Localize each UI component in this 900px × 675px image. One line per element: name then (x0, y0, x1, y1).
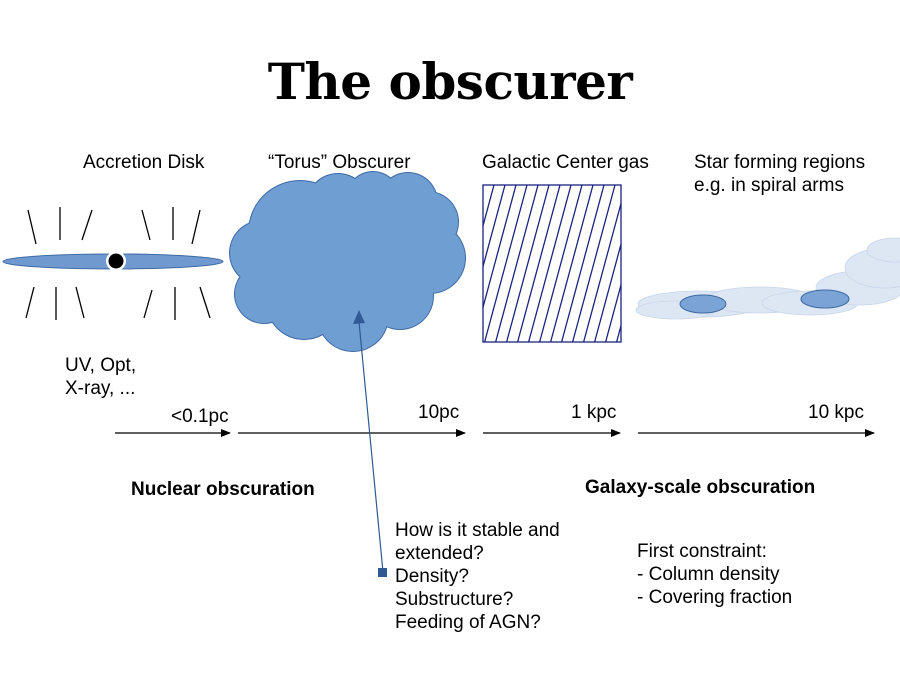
hatch-line (527, 185, 572, 342)
star-forming-clump (679, 294, 727, 314)
emission-rays (25, 207, 211, 320)
hatch-line (483, 185, 506, 269)
hatch-line (560, 185, 605, 342)
hatch-line (549, 185, 594, 342)
hatch-line (505, 185, 550, 342)
galaxy-obscuration-heading: Galaxy-scale obscuration (585, 477, 816, 498)
star-forming-haze (635, 237, 900, 320)
nuclear-obscuration-heading: Nuclear obscuration (131, 479, 315, 500)
scale-label-nuclear: <0.1pc (171, 406, 229, 427)
hatch-line (483, 185, 517, 310)
hatch-line (615, 323, 621, 342)
label-accretion-disk: Accretion Disk (83, 152, 205, 173)
wavelength-label: UV, Opt, X-ray, ... (65, 355, 137, 399)
hatch-line (494, 185, 539, 342)
label-torus-obscurer: “Torus” Obscurer (268, 152, 411, 173)
hatch-line (483, 185, 528, 342)
galactic-center-gas-box (482, 184, 622, 343)
hatch-line (582, 201, 621, 342)
torus-pointer (353, 310, 387, 577)
torus-cloud (229, 171, 466, 352)
star-forming-clump (800, 289, 850, 309)
label-galactic-center-gas: Galactic Center gas (482, 152, 649, 173)
label-star-forming-regions: Star forming regions e.g. in spiral arms (694, 152, 866, 196)
page-title: The obscurer (267, 52, 633, 111)
accretion-disk-illustration (2, 207, 224, 320)
hatch-line (516, 185, 561, 342)
scale-label-torus: 10pc (418, 402, 460, 423)
torus-questions: How is it stable and extended? Density? … (395, 520, 560, 633)
scale-label-galactic: 1 kpc (571, 402, 617, 423)
hatch-line (593, 241, 621, 342)
hatch-line (538, 185, 583, 342)
first-constraint-list: First constraint: - Column density - Cov… (637, 541, 793, 608)
hatch-line (571, 185, 616, 342)
scale-label-disk: 10 kpc (808, 402, 864, 423)
hatch-line (483, 185, 495, 229)
hatch-line (604, 282, 621, 342)
